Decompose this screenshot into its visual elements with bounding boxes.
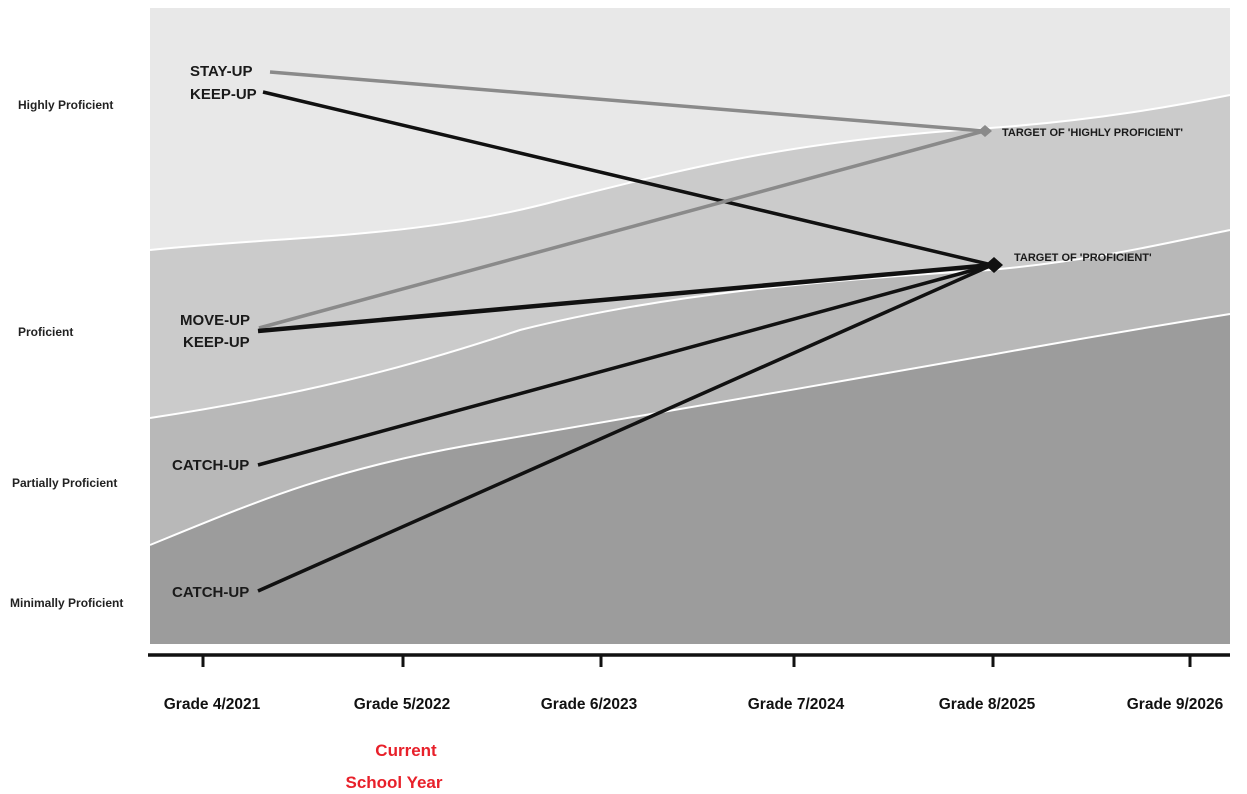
path-line-catch-up-minimal — [257, 263, 993, 593]
timeline-label-grade-5: Grade 5/2022 — [354, 696, 451, 713]
timeline-label-grade-6: Grade 6/2023 — [541, 696, 638, 713]
timeline-label-grade-4: Grade 4/2021 — [164, 696, 261, 713]
band-boundary-lower — [149, 313, 1231, 546]
target-label-proficient: TARGET OF 'PROFICIENT' — [1014, 252, 1152, 264]
path-label-move-up: MOVE-UP — [180, 312, 250, 329]
timeline-label-grade-9: Grade 9/2026 — [1127, 696, 1224, 713]
path-line-move-up — [258, 129, 985, 330]
timeline-label-grade-8: Grade 8/2025 — [939, 696, 1036, 713]
band-label-highly-proficient: Highly Proficient — [18, 98, 113, 112]
band-label-minimally-proficient: Minimally Proficient — [10, 596, 123, 610]
current-school-year-label-line1: Current — [375, 741, 437, 760]
path-label-keep-up-proficient: KEEP-UP — [183, 334, 250, 351]
path-line-keep-up-high — [262, 90, 993, 267]
band-label-partially-proficient: Partially Proficient — [12, 476, 117, 490]
path-label-catch-up-minimal: CATCH-UP — [172, 584, 249, 601]
band-boundary-upper — [149, 94, 1231, 251]
path-line-keep-up-proficient — [257, 262, 993, 334]
path-line-stay-up — [269, 70, 985, 133]
band-minimally-proficient — [150, 314, 1230, 644]
band-label-proficient: Proficient — [18, 325, 73, 339]
path-label-keep-up-high: KEEP-UP — [190, 86, 257, 103]
path-label-stay-up: STAY-UP — [190, 63, 253, 80]
target-marker-highly-proficient — [978, 125, 992, 137]
band-boundary-middle — [149, 229, 1231, 419]
target-marker-proficient — [985, 257, 1003, 273]
target-label-highly-proficient: TARGET OF 'HIGHLY PROFICIENT' — [1002, 127, 1183, 139]
current-school-year-label-line2: School Year — [345, 773, 442, 792]
path-line-catch-up-partial — [257, 263, 993, 467]
timeline-label-grade-7: Grade 7/2024 — [748, 696, 845, 713]
path-label-catch-up-partial: CATCH-UP — [172, 457, 249, 474]
